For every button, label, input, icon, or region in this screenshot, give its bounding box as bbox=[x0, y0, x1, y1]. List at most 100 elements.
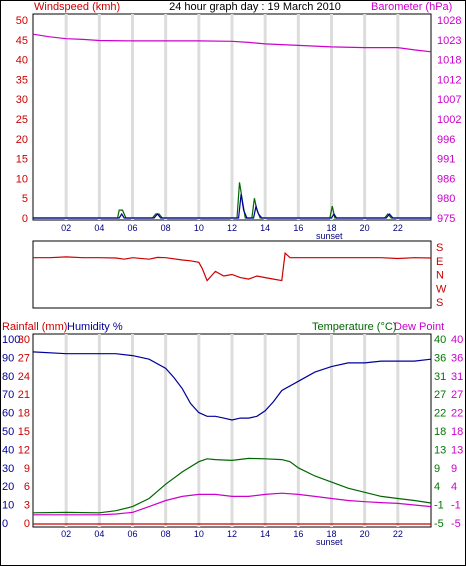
sunset-label-top: sunset bbox=[316, 231, 343, 241]
humidity-tick-60: 60 bbox=[2, 408, 14, 420]
top-x-tick-labels: 02 04 06 08 10 12 14 16 18 20 22 bbox=[61, 223, 403, 233]
windspeed-tick-30: 30 bbox=[16, 94, 28, 106]
x-tick-bottom-02: 02 bbox=[61, 529, 71, 539]
dewpoint-tick-4-2: 4 bbox=[451, 481, 457, 493]
humidity-axis-label: Humidity % bbox=[67, 321, 123, 333]
x-tick-bottom-20: 20 bbox=[360, 529, 370, 539]
rainfall-tick-27: 27 bbox=[18, 352, 30, 364]
windspeed-tick-25: 25 bbox=[16, 114, 28, 126]
barometer-tick-1018: 1018 bbox=[437, 55, 461, 67]
rain-humidity-temp-series bbox=[32, 351, 432, 525]
temperature-tick-labels: -5 -1 4 9 13 18 22 27 31 36 40 bbox=[434, 334, 446, 530]
barometer-axis-label: Barometer (hPa) bbox=[371, 1, 452, 13]
dewpoint-tick-18-5: 18 bbox=[451, 426, 463, 438]
dew-point-line bbox=[33, 492, 432, 516]
x-tick-bottom-06: 06 bbox=[127, 529, 137, 539]
humidity-tick-80: 80 bbox=[2, 371, 14, 383]
humidity-tick-labels: 0 10 20 30 40 50 60 70 80 90 100 bbox=[2, 334, 20, 530]
barometer-tick-986: 986 bbox=[437, 173, 455, 185]
windspeed-tick-20: 20 bbox=[16, 134, 28, 146]
windspeed-tick-45: 45 bbox=[16, 35, 28, 47]
dewpoint-tick-40-10: 40 bbox=[451, 334, 463, 346]
windspeed-tick-0: 0 bbox=[22, 213, 28, 225]
windspeed-tick-10: 10 bbox=[16, 173, 28, 185]
rainfall-tick-9: 9 bbox=[24, 463, 30, 475]
windspeed-axis-label: Windspeed (kmh) bbox=[34, 1, 120, 13]
barometer-tick-1028: 1028 bbox=[437, 15, 461, 27]
windspeed-tick-15: 15 bbox=[16, 154, 28, 166]
humidity-tick-10: 10 bbox=[2, 500, 14, 512]
temperature-tick--1-1: -1 bbox=[434, 500, 444, 512]
temperature-tick-36-9: 36 bbox=[434, 352, 446, 364]
windspeed-tick-35: 35 bbox=[16, 74, 28, 86]
x-tick-bottom-18: 18 bbox=[326, 529, 336, 539]
temperature-tick-9-3: 9 bbox=[434, 463, 440, 475]
dewpoint-tick--5-0: -5 bbox=[451, 518, 461, 530]
x-tick-top-06: 06 bbox=[127, 223, 137, 233]
x-tick-bottom-04: 04 bbox=[94, 529, 104, 539]
rainfall-tick-21: 21 bbox=[18, 389, 30, 401]
wind-barometer-grid bbox=[64, 14, 400, 220]
x-tick-top-04: 04 bbox=[94, 223, 104, 233]
x-tick-bottom-14: 14 bbox=[260, 529, 270, 539]
dewpoint-tick-31-8: 31 bbox=[451, 371, 463, 383]
barometer-tick-980: 980 bbox=[437, 193, 455, 205]
x-tick-top-14: 14 bbox=[260, 223, 270, 233]
x-tick-bottom-12: 12 bbox=[227, 529, 237, 539]
barometer-tick-991: 991 bbox=[437, 154, 455, 166]
direction-tick-S-4: S bbox=[436, 297, 443, 309]
dewpoint-tick-22-6: 22 bbox=[451, 408, 463, 420]
x-tick-bottom-22: 22 bbox=[393, 529, 403, 539]
humidity-line bbox=[32, 351, 432, 421]
rainfall-axis-label: Rainfall (mm) bbox=[2, 321, 67, 333]
rainfall-tick-30: 30 bbox=[18, 334, 30, 346]
x-tick-top-10: 10 bbox=[194, 223, 204, 233]
x-tick-top-16: 16 bbox=[293, 223, 303, 233]
rainfall-tick-15: 15 bbox=[18, 426, 30, 438]
temperature-tick-40-10: 40 bbox=[434, 334, 446, 346]
barometer-tick-1007: 1007 bbox=[437, 94, 461, 106]
temperature-tick-22-6: 22 bbox=[434, 408, 446, 420]
humidity-tick-20: 20 bbox=[2, 481, 14, 493]
wind-direction-line bbox=[33, 251, 432, 282]
wind-direction-series bbox=[33, 251, 432, 282]
barometer-tick-996: 996 bbox=[437, 134, 455, 146]
windspeed-average-kmh-line bbox=[33, 194, 431, 219]
barometer-hpa-line bbox=[32, 33, 432, 53]
windspeed-tick-40: 40 bbox=[16, 55, 28, 67]
sunset-label-bottom: sunset bbox=[316, 537, 343, 547]
x-tick-top-20: 20 bbox=[360, 223, 370, 233]
temperature-tick-31-8: 31 bbox=[434, 371, 446, 383]
rain-humidity-temp-grid bbox=[64, 334, 400, 527]
x-tick-bottom-10: 10 bbox=[194, 529, 204, 539]
dewpoint-tick-9-3: 9 bbox=[451, 463, 457, 475]
dewpoint-tick-labels: -5 -1 4 9 13 18 22 27 31 36 40 bbox=[451, 334, 463, 530]
rainfall-tick-12: 12 bbox=[18, 444, 30, 456]
direction-tick-W-3: W bbox=[436, 283, 447, 295]
dewpoint-axis-label: Dew Point bbox=[394, 321, 444, 333]
rainfall-tick-3: 3 bbox=[24, 500, 30, 512]
bottom-x-tick-labels: 02 04 06 08 10 12 14 16 18 20 22 bbox=[61, 529, 403, 539]
dewpoint-tick-36-9: 36 bbox=[451, 352, 463, 364]
direction-tick-S-0: S bbox=[436, 242, 443, 254]
humidity-tick-30: 30 bbox=[2, 463, 14, 475]
windspeed-tick-50: 50 bbox=[16, 15, 28, 27]
barometer-tick-975: 975 bbox=[437, 213, 455, 225]
rainfall-tick-24: 24 bbox=[18, 371, 30, 383]
barometer-tick-1012: 1012 bbox=[437, 74, 461, 86]
x-tick-top-02: 02 bbox=[61, 223, 71, 233]
dewpoint-tick-27-7: 27 bbox=[451, 389, 463, 401]
dewpoint-tick-13-4: 13 bbox=[451, 444, 463, 456]
x-tick-top-12: 12 bbox=[227, 223, 237, 233]
barometer-tick-1023: 1023 bbox=[437, 35, 461, 47]
temperature-tick-18-5: 18 bbox=[434, 426, 446, 438]
direction-tick-E-1: E bbox=[436, 256, 443, 268]
humidity-tick-70: 70 bbox=[2, 389, 14, 401]
rainfall-tick-labels: 0 3 6 9 12 15 18 21 24 27 30 bbox=[18, 334, 30, 530]
